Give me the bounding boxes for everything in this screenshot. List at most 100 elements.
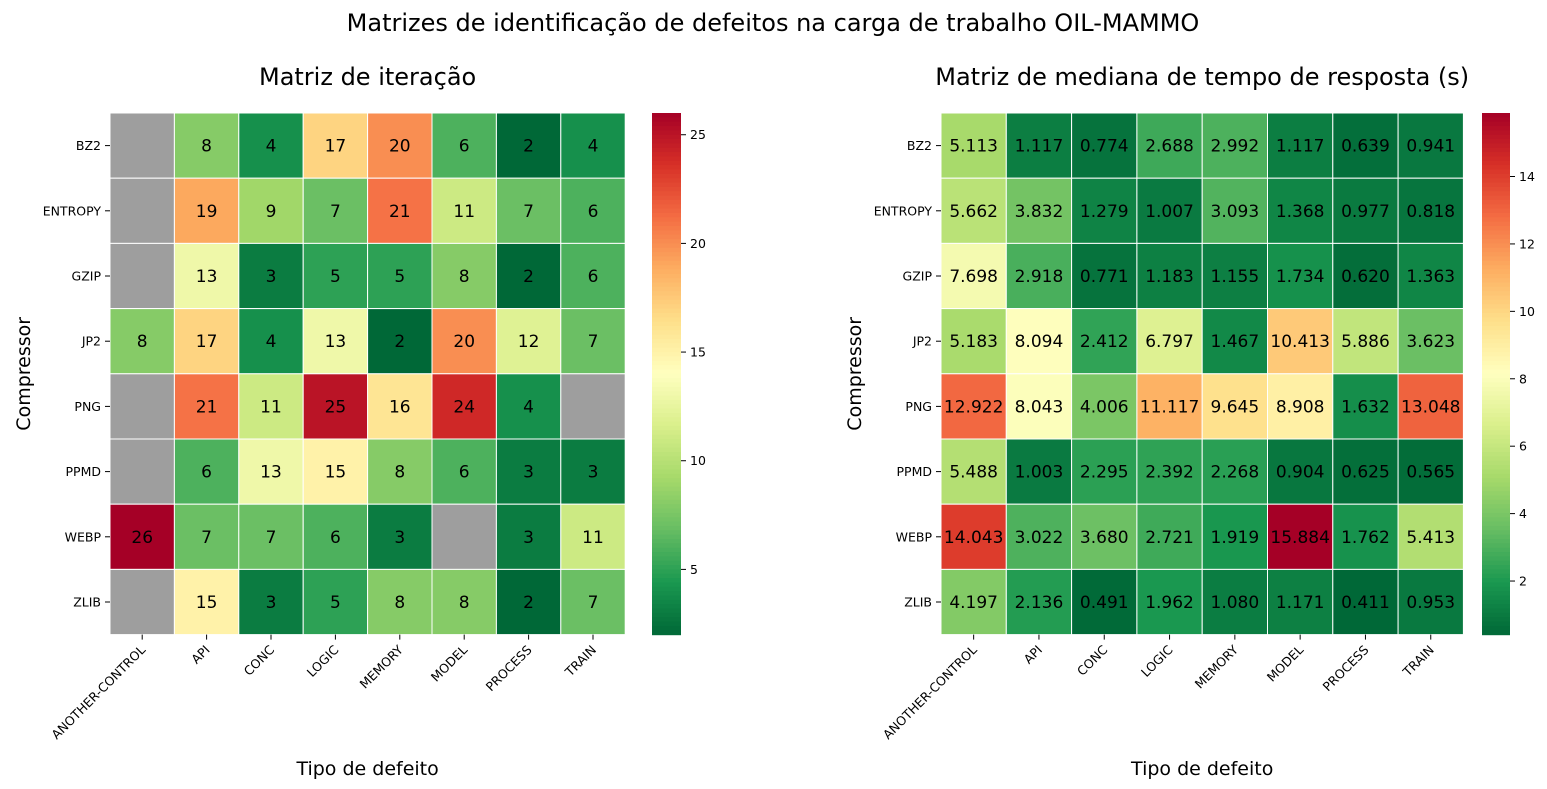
colorbar-segment: [1482, 591, 1510, 597]
cell-value-label: 4: [523, 397, 534, 417]
heatmap-cell: [495, 112, 562, 179]
colorbar-segment: [1482, 473, 1510, 479]
cell-value-label: 10.413: [1270, 332, 1329, 352]
colorbar-segment: [1482, 352, 1510, 358]
cell-value-label: 5.662: [949, 202, 998, 222]
cell-value-label: 2.136: [1015, 593, 1064, 613]
colorbar-segment: [652, 617, 681, 623]
colorbar-segment: [652, 173, 681, 179]
cell-value-label: 0.565: [1406, 463, 1455, 483]
colorbar-segment: [652, 252, 681, 258]
cell-value-label: 3: [523, 463, 534, 483]
colorbar-segment: [1482, 286, 1510, 292]
colorbar-segment: [1482, 152, 1510, 158]
colorbar-segment: [1482, 486, 1510, 492]
colorbar-segment: [652, 182, 681, 188]
colorbar-segment: [1482, 478, 1510, 484]
cell-value-label: 11: [582, 528, 604, 548]
colorbar-segment: [1482, 386, 1510, 392]
colorbar-tick-label: 4: [1519, 506, 1527, 521]
heatmap-cell: [238, 438, 304, 505]
heatmap-cell: [109, 568, 175, 636]
colorbar-segment: [652, 447, 681, 453]
cell-value-label: 6: [459, 463, 470, 483]
cell-value-label: 6: [201, 463, 212, 483]
cell-value-label: 3.680: [1080, 528, 1129, 548]
y-tick-label: ENTROPY: [43, 203, 102, 218]
colorbar-segment: [652, 147, 681, 153]
cell-value-label: 24: [453, 397, 475, 417]
cell-value-label: 1.155: [1211, 267, 1260, 287]
colorbar-segment: [1482, 265, 1510, 271]
cell-value-label: 1.117: [1015, 137, 1064, 157]
heatmap-cell: [1136, 503, 1203, 570]
colorbar-tick-label: 10: [1519, 304, 1535, 319]
cell-value-label: 2.992: [1211, 137, 1260, 157]
cell-value-label: 17: [325, 137, 347, 157]
heatmap-cell: [1267, 373, 1334, 440]
heatmap-cell: [1332, 308, 1399, 375]
colorbar-segment: [652, 495, 681, 501]
colorbar-segment: [1482, 369, 1510, 375]
heatmap-cell: [495, 503, 562, 570]
colorbar-segment: [1482, 365, 1510, 371]
heatmap-cell: [940, 568, 1007, 636]
colorbar-segment: [652, 578, 681, 584]
heatmap-cell: [1005, 242, 1073, 310]
colorbar-segment: [652, 160, 681, 166]
cell-value-label: 0.639: [1341, 137, 1390, 157]
heatmap-cell: [1332, 568, 1399, 636]
colorbar-segment: [1482, 612, 1510, 618]
colorbar-segment: [1482, 538, 1510, 544]
y-tick-label: ZLIB: [73, 595, 101, 610]
heatmap-cell: [302, 242, 369, 310]
colorbar-segment: [1482, 217, 1510, 223]
y-tick-label: PNG: [905, 399, 932, 414]
cell-value-label: 4.006: [1080, 397, 1129, 417]
y-tick-label: PNG: [74, 399, 101, 414]
iter-cells: 8 4 17 20 6 2 419 9 7 21 11 7 613 3 5 5 8 2 68 17 4 13 2 20 12 72…: [109, 112, 626, 636]
cell-value-label: 14.043: [944, 528, 1003, 548]
colorbar-segment: [652, 543, 681, 549]
heatmap-cell: [431, 503, 497, 570]
colorbar-segment: [1482, 295, 1510, 301]
cell-value-label: 20: [389, 137, 411, 157]
colorbar-tick-label: 14: [1519, 169, 1535, 184]
colorbar-segment: [1482, 269, 1510, 275]
colorbar-segment: [1482, 143, 1510, 149]
colorbar-segment: [652, 473, 681, 479]
heatmap-cell: [238, 112, 304, 179]
colorbar-segment: [1482, 312, 1510, 318]
cell-value-label: 7: [330, 202, 341, 222]
colorbar-segment: [652, 399, 681, 405]
colorbar-segment: [1482, 260, 1510, 266]
colorbar-segment: [652, 339, 681, 344]
colorbar-segment: [652, 625, 681, 631]
colorbar-segment: [652, 421, 681, 427]
colorbar-segment: [652, 260, 681, 266]
colorbar-segment: [652, 560, 681, 566]
heatmap-cell: [1005, 503, 1073, 570]
colorbar-segment: [652, 113, 681, 118]
heatmap-cell: [560, 438, 626, 505]
colorbar-segment: [1482, 556, 1510, 562]
heatmap-cell: [560, 503, 626, 570]
heatmap-cell: [1267, 503, 1334, 570]
colorbar-segment: [652, 373, 681, 379]
cell-value-label: 11: [453, 202, 475, 222]
colorbar-segment: [652, 152, 681, 158]
heatmap-cell: [940, 177, 1007, 244]
colorbar-segment: [652, 226, 681, 231]
y-tick-label: GZIP: [903, 269, 933, 284]
colorbar-segment: [1482, 282, 1510, 288]
colorbar-segment: [1482, 160, 1510, 166]
colorbar-segment: [652, 378, 681, 384]
x-tick-label: MODEL: [428, 642, 471, 685]
colorbar-segment: [652, 599, 681, 605]
colorbar-segment: [1482, 578, 1510, 584]
colorbar-segment: [652, 386, 681, 392]
heatmap-cell: [238, 503, 304, 570]
resp-colorbar: 2 4 6 8 10 12 14: [1482, 113, 1535, 636]
colorbar-segment: [1482, 256, 1510, 262]
cell-value-label: 26: [131, 528, 153, 548]
